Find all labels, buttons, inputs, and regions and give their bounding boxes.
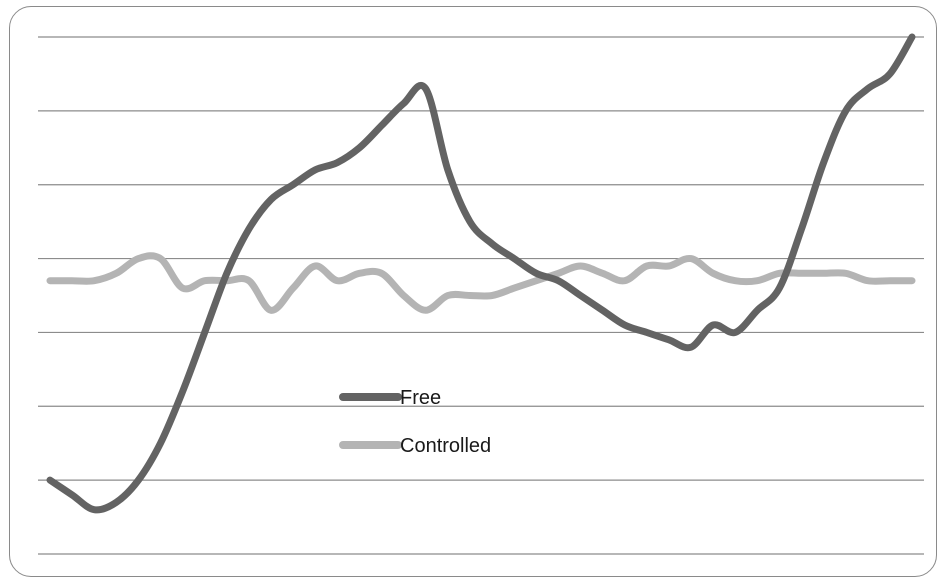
gridlines <box>38 36 924 555</box>
legend-label-controlled: Controlled <box>400 435 491 457</box>
legend-item-controlled: Controlled <box>339 435 491 457</box>
series-lines <box>46 33 916 514</box>
legend-label-free: Free <box>400 387 441 409</box>
legend-item-free: Free <box>339 387 441 409</box>
legend: Free Controlled <box>339 387 491 457</box>
chart-frame <box>9 6 937 577</box>
series-line-controlled <box>46 252 916 314</box>
series-line-free <box>46 33 916 514</box>
